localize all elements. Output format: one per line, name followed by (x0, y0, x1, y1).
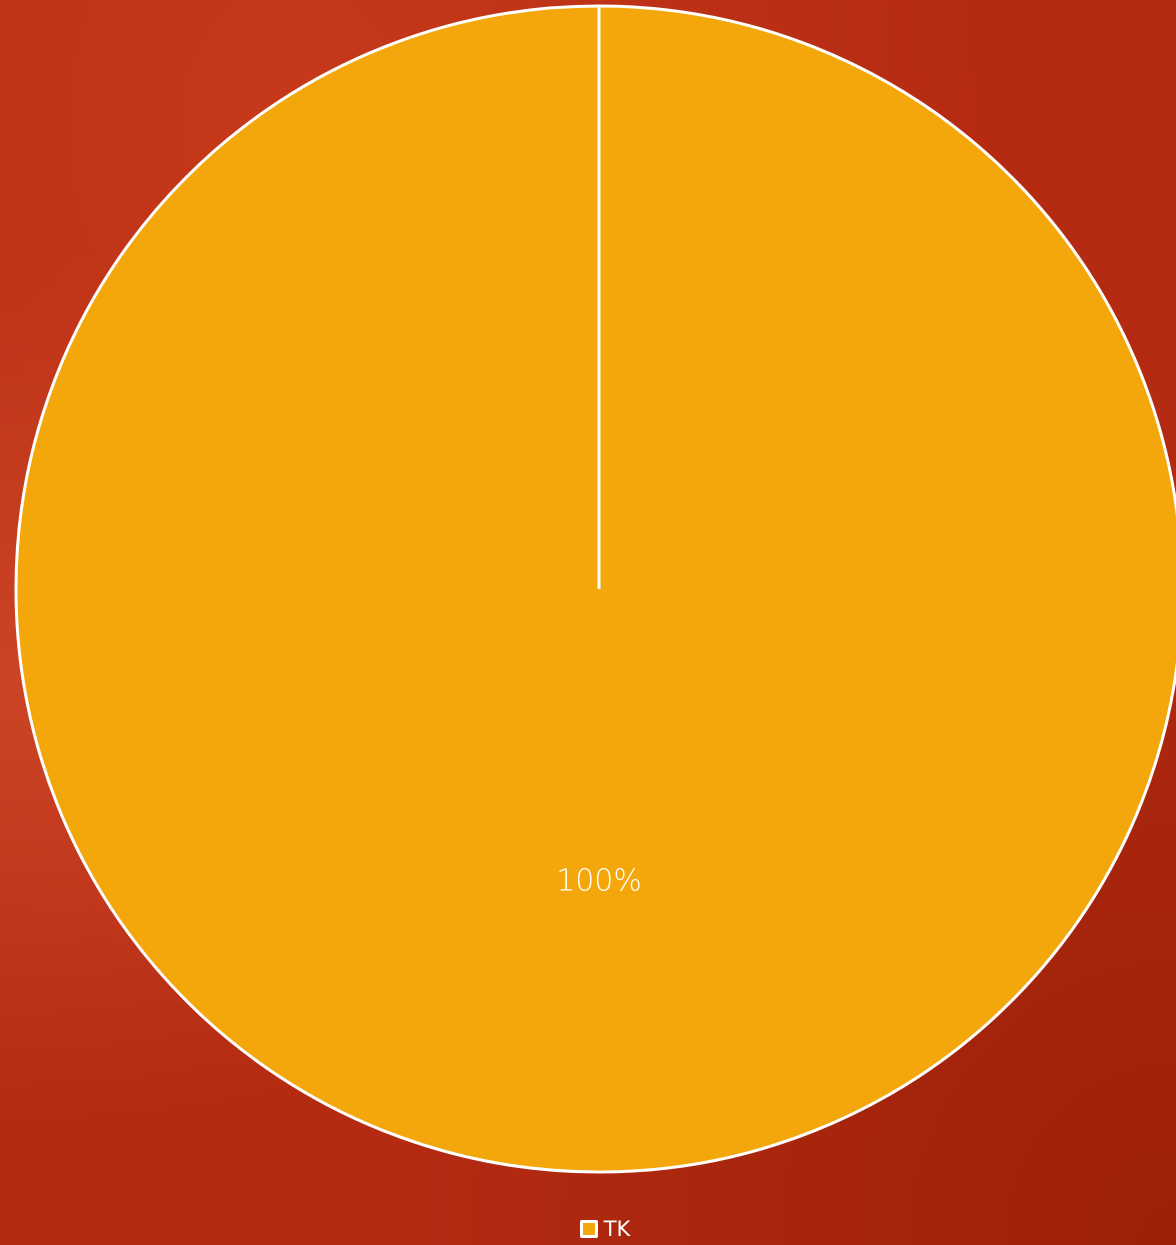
legend-swatch-tk (579, 1220, 598, 1238)
pie-slices (14, 4, 1176, 1174)
pie-slice-tk[interactable] (14, 4, 1176, 1174)
legend: TK (0, 1214, 1176, 1244)
legend-label-tk: TK (603, 1217, 631, 1241)
data-label-tk: 100% (556, 864, 642, 899)
legend-item-tk[interactable]: TK (579, 1217, 631, 1241)
